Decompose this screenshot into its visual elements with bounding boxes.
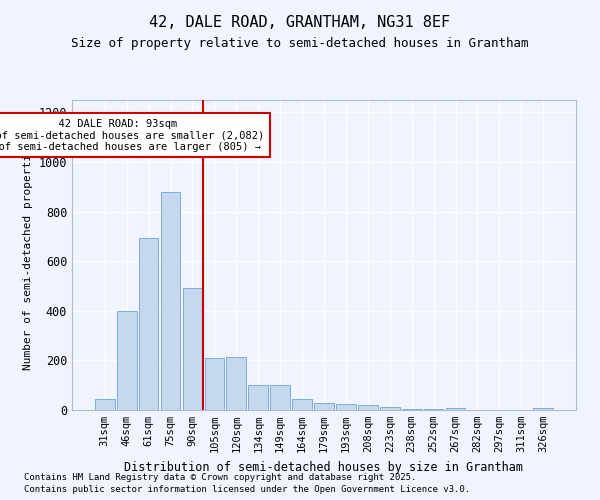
Bar: [533, 408, 553, 410]
Bar: [117, 311, 137, 410]
X-axis label: Distribution of semi-detached houses by size in Grantham: Distribution of semi-detached houses by …: [125, 460, 523, 473]
Bar: [358, 405, 378, 410]
Bar: [161, 192, 181, 410]
Bar: [446, 408, 466, 410]
Bar: [182, 288, 202, 410]
Bar: [95, 399, 115, 410]
Bar: [402, 409, 422, 410]
Text: 42, DALE ROAD, GRANTHAM, NG31 8EF: 42, DALE ROAD, GRANTHAM, NG31 8EF: [149, 15, 451, 30]
Bar: [139, 238, 158, 410]
Text: Size of property relative to semi-detached houses in Grantham: Size of property relative to semi-detach…: [71, 38, 529, 51]
Y-axis label: Number of semi-detached properties: Number of semi-detached properties: [23, 140, 33, 370]
Bar: [248, 385, 268, 410]
Bar: [292, 399, 312, 410]
Text: Contains HM Land Registry data © Crown copyright and database right 2025.: Contains HM Land Registry data © Crown c…: [24, 472, 416, 482]
Bar: [380, 407, 400, 410]
Text: Contains public sector information licensed under the Open Government Licence v3: Contains public sector information licen…: [24, 485, 470, 494]
Text: 42 DALE ROAD: 93sqm
← 71% of semi-detached houses are smaller (2,082)
  28% of s: 42 DALE ROAD: 93sqm ← 71% of semi-detach…: [0, 118, 265, 152]
Bar: [314, 402, 334, 410]
Bar: [336, 404, 356, 410]
Bar: [205, 358, 224, 410]
Bar: [270, 385, 290, 410]
Bar: [226, 356, 246, 410]
